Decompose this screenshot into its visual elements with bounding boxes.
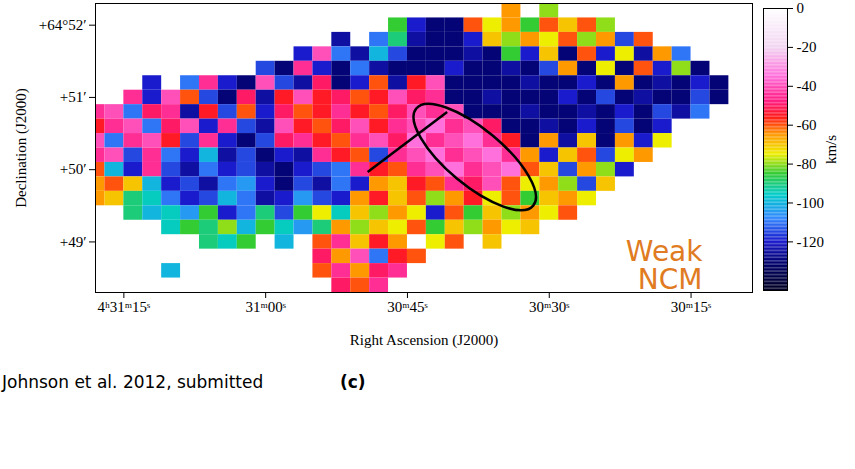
svg-text:30ᵐ30ˢ: 30ᵐ30ˢ (529, 299, 570, 315)
svg-text:30ᵐ45ˢ: 30ᵐ45ˢ (387, 299, 428, 315)
svg-text:-40: -40 (797, 78, 817, 94)
html-text:Johnson et al. 2012, submitted: Johnson et al. 2012, submitted (2, 372, 264, 392)
svg-text:-20: -20 (797, 39, 817, 55)
svg-text:WeakNCM: WeakNCM (626, 235, 703, 296)
svg-text:km/s: km/s (823, 135, 839, 164)
svg-text:Declination (J2000): Declination (J2000) (13, 88, 30, 208)
svg-text:+51′: +51′ (60, 89, 87, 105)
svg-text:0: 0 (797, 0, 805, 16)
svg-text:30ᵐ15ˢ: 30ᵐ15ˢ (671, 299, 712, 315)
svg-text:31ᵐ00ˢ: 31ᵐ00ˢ (245, 299, 286, 315)
svg-text:-60: -60 (797, 117, 817, 133)
html-text:(c): (c) (340, 372, 366, 392)
svg-text:Right Ascension (J2000): Right Ascension (J2000) (350, 332, 498, 349)
svg-text:+64°52′: +64°52′ (39, 17, 87, 33)
svg-text:-80: -80 (797, 156, 817, 172)
svg-text:+49′: +49′ (60, 234, 87, 250)
svg-text:+50′: +50′ (60, 161, 87, 177)
svg-text:4ʰ31ᵐ15ˢ: 4ʰ31ᵐ15ˢ (97, 299, 150, 315)
svg-text:-100: -100 (797, 195, 825, 211)
svg-text:-120: -120 (797, 234, 825, 250)
